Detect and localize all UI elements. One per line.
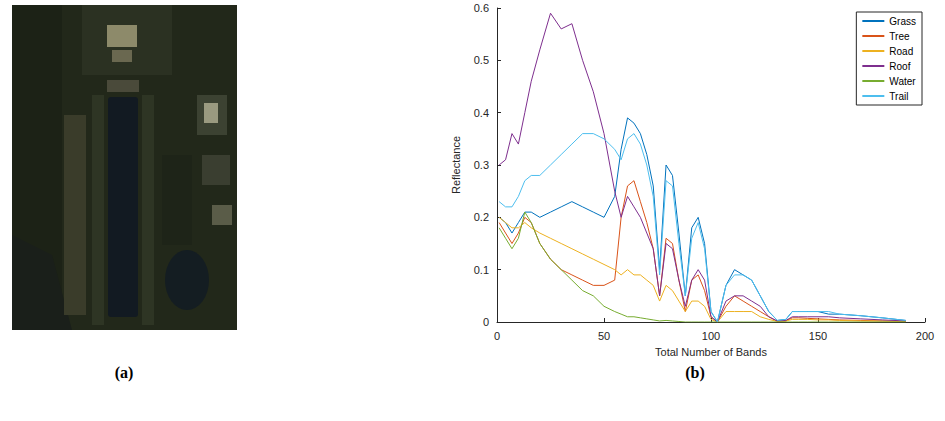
svg-text:Reflectance: Reflectance [450, 136, 462, 194]
svg-text:50: 50 [598, 330, 610, 342]
svg-text:Roof: Roof [889, 61, 910, 72]
html-text:(b): (b) [685, 364, 705, 381]
svg-text:150: 150 [809, 330, 827, 342]
svg-text:0.1: 0.1 [474, 264, 489, 276]
svg-text:100: 100 [702, 330, 720, 342]
svg-text:0.6: 0.6 [474, 2, 489, 14]
svg-text:0: 0 [483, 316, 489, 328]
svg-text:Trail: Trail [889, 91, 908, 102]
svg-text:Total Number of Bands: Total Number of Bands [655, 346, 767, 358]
svg-text:200: 200 [916, 330, 934, 342]
svg-text:Tree: Tree [889, 31, 910, 42]
svg-text:Road: Road [889, 46, 913, 57]
html-text:(a): (a) [114, 364, 134, 381]
svg-text:0.2: 0.2 [474, 211, 489, 223]
svg-text:Grass: Grass [889, 16, 916, 27]
svg-text:0: 0 [494, 330, 500, 342]
svg-text:Water: Water [889, 76, 916, 87]
svg-text:0.5: 0.5 [474, 54, 489, 66]
svg-text:0.3: 0.3 [474, 159, 489, 171]
svg-text:0.4: 0.4 [474, 107, 489, 119]
